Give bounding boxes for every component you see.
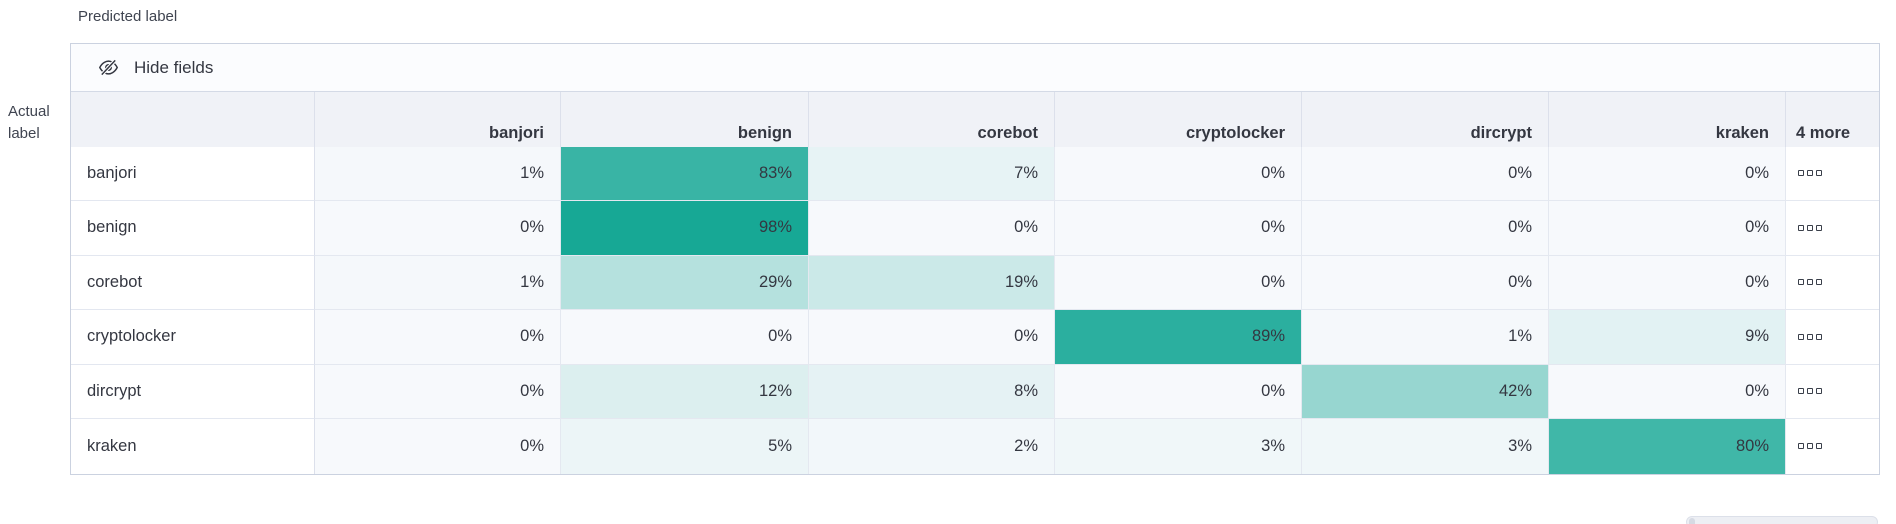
cell-dircrypt-dircrypt: 42%	[1302, 364, 1549, 419]
predicted-label: Predicted label	[78, 8, 178, 25]
boxes-horizontal-icon	[1816, 170, 1822, 177]
cell-kraken-dircrypt: 3%	[1302, 419, 1549, 474]
boxes-horizontal-icon	[1798, 170, 1804, 177]
cell-cryptolocker-cryptolocker: 89%	[1055, 310, 1302, 365]
cell-benign-corebot: 0%	[809, 201, 1055, 256]
cell-corebot-more-columns	[1786, 255, 1879, 310]
cell-banjori-more-columns	[1786, 146, 1879, 201]
cell-corebot-benign: 29%	[561, 255, 809, 310]
cell-benign-more-columns	[1786, 201, 1879, 256]
cell-banjori-corebot: 7%	[809, 146, 1055, 201]
cell-kraken-banjori: 0%	[315, 419, 561, 474]
cell-corebot-cryptolocker: 0%	[1055, 255, 1302, 310]
cell-banjori-benign: 83%	[561, 146, 809, 201]
cell-benign-benign: 98%	[561, 201, 809, 256]
cell-benign-cryptolocker: 0%	[1055, 201, 1302, 256]
boxes-horizontal-icon	[1807, 279, 1813, 286]
cell-benign-dircrypt: 0%	[1302, 201, 1549, 256]
cell-corebot-kraken: 0%	[1549, 255, 1786, 310]
actual-label: Actual label	[8, 103, 50, 142]
row-label-dircrypt: dircrypt	[71, 364, 315, 419]
cell-kraken-benign: 5%	[561, 419, 809, 474]
row-label-corebot: corebot	[71, 255, 315, 310]
cell-cryptolocker-corebot: 0%	[809, 310, 1055, 365]
cell-corebot-corebot: 19%	[809, 255, 1055, 310]
cell-benign-kraken: 0%	[1549, 201, 1786, 256]
cell-corebot-dircrypt: 0%	[1302, 255, 1549, 310]
cell-banjori-kraken: 0%	[1549, 146, 1786, 201]
cell-banjori-dircrypt: 0%	[1302, 146, 1549, 201]
boxes-horizontal-icon	[1798, 224, 1804, 231]
cell-benign-banjori: 0%	[315, 201, 561, 256]
boxes-horizontal-icon	[1816, 443, 1822, 450]
cell-kraken-more-columns	[1786, 419, 1879, 474]
boxes-horizontal-icon	[1807, 170, 1813, 177]
cell-kraken-corebot: 2%	[809, 419, 1055, 474]
hide-fields-button[interactable]: Hide fields	[71, 44, 1879, 92]
row-label-kraken: kraken	[71, 419, 315, 474]
cell-cryptolocker-benign: 0%	[561, 310, 809, 365]
boxes-horizontal-icon	[1816, 224, 1822, 231]
cell-cryptolocker-kraken: 9%	[1549, 310, 1786, 365]
boxes-horizontal-icon	[1798, 388, 1804, 395]
cell-corebot-banjori: 1%	[315, 255, 561, 310]
row-label-cryptolocker: cryptolocker	[71, 310, 315, 365]
cell-banjori-cryptolocker: 0%	[1055, 146, 1302, 201]
boxes-horizontal-icon	[1807, 388, 1813, 395]
cell-cryptolocker-more-columns	[1786, 310, 1879, 365]
cell-dircrypt-benign: 12%	[561, 364, 809, 419]
cell-kraken-cryptolocker: 3%	[1055, 419, 1302, 474]
cell-dircrypt-more-columns	[1786, 364, 1879, 419]
boxes-horizontal-icon	[1816, 333, 1822, 340]
row-label-benign: benign	[71, 201, 315, 256]
cell-kraken-kraken: 80%	[1549, 419, 1786, 474]
cell-banjori-banjori: 1%	[315, 146, 561, 201]
cell-dircrypt-cryptolocker: 0%	[1055, 364, 1302, 419]
boxes-horizontal-icon	[1798, 443, 1804, 450]
cell-dircrypt-banjori: 0%	[315, 364, 561, 419]
confusion-matrix-grid: banjori benign corebot cryptolocker dircrypt…	[71, 92, 1879, 474]
confusion-matrix: Hide fields banjori benign corebot cryptolo…	[70, 43, 1880, 475]
boxes-horizontal-icon	[1816, 388, 1822, 395]
hide-fields-label: Hide fields	[134, 57, 214, 77]
eye-closed-icon	[98, 59, 119, 76]
boxes-horizontal-icon	[1798, 279, 1804, 286]
boxes-horizontal-icon	[1816, 279, 1822, 286]
cell-dircrypt-kraken: 0%	[1549, 364, 1786, 419]
boxes-horizontal-icon	[1807, 224, 1813, 231]
cell-dircrypt-corebot: 8%	[809, 364, 1055, 419]
cell-cryptolocker-banjori: 0%	[315, 310, 561, 365]
boxes-horizontal-icon	[1807, 443, 1813, 450]
horizontal-scrollbar-thumb[interactable]	[1686, 516, 1878, 524]
boxes-horizontal-icon	[1807, 333, 1813, 340]
row-label-banjori: banjori	[71, 146, 315, 201]
scrollbar-cap	[1689, 518, 1695, 524]
cell-cryptolocker-dircrypt: 1%	[1302, 310, 1549, 365]
boxes-horizontal-icon	[1798, 333, 1804, 340]
